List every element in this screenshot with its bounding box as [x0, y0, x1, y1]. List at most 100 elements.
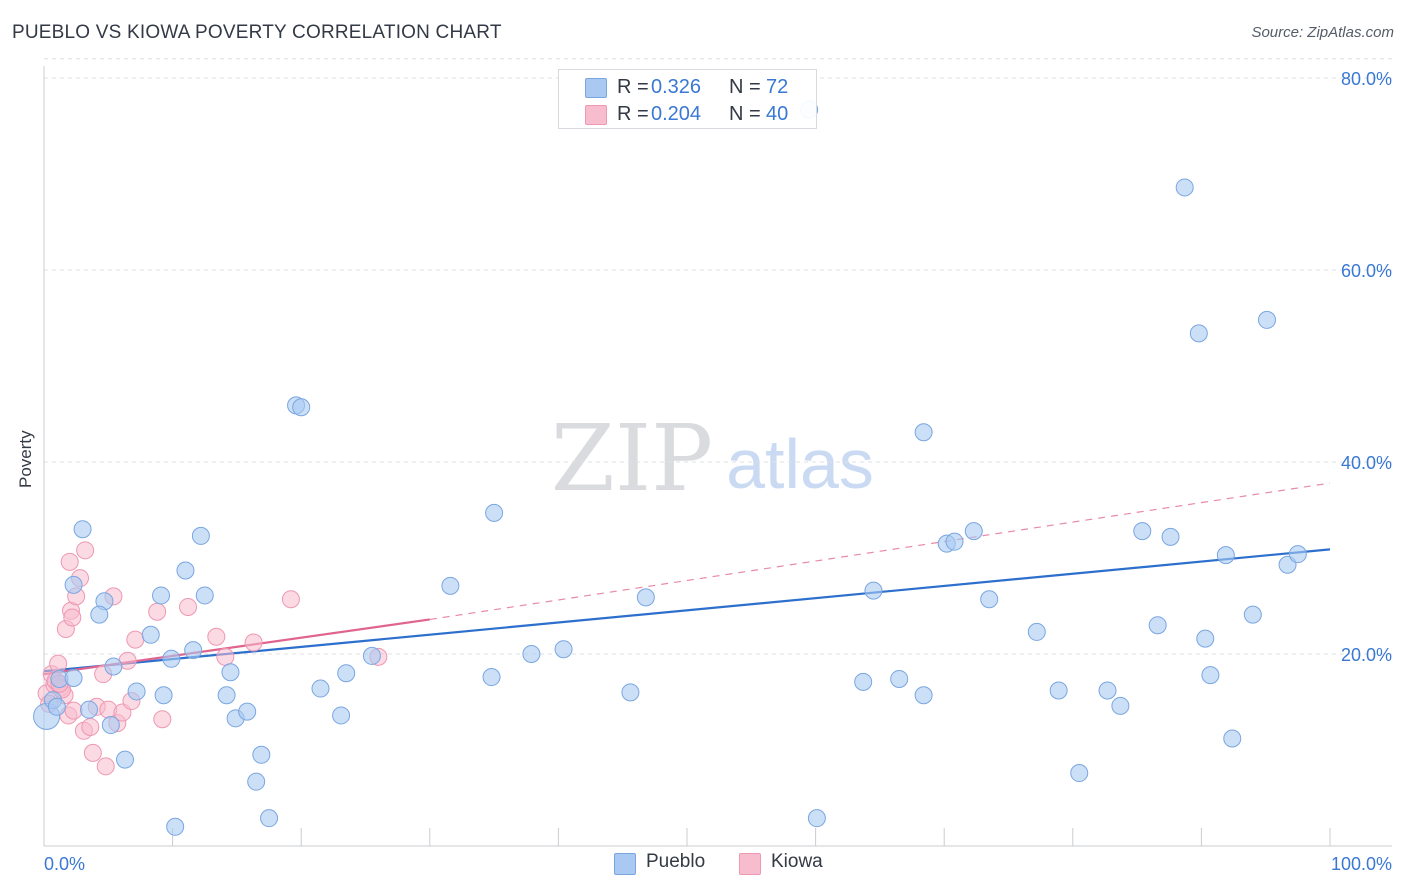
pueblo-point	[1133, 522, 1152, 541]
pueblo-point	[332, 706, 351, 725]
kiowa-r-label: R =	[617, 103, 649, 125]
pueblo-point	[176, 561, 195, 580]
legend-kiowa-label: Kiowa	[771, 851, 823, 872]
kiowa-point	[64, 701, 83, 720]
kiowa-points	[37, 541, 388, 776]
pueblo-trend-line	[43, 548, 1331, 673]
pueblo-point	[1189, 324, 1208, 343]
pueblo-n-label: N =	[729, 76, 761, 98]
watermark-atlas: atlas	[726, 425, 874, 503]
pueblo-point	[1098, 681, 1117, 700]
pueblo-point	[1216, 546, 1235, 565]
legend-row-pueblo: R = 0.326 N = 72	[559, 74, 816, 100]
pueblo-point	[64, 669, 83, 687]
pueblo-point	[260, 809, 279, 828]
pueblo-point	[73, 520, 92, 539]
pueblo-point	[1027, 622, 1046, 641]
pueblo-r-value: 0.326	[651, 76, 702, 98]
pueblo-point	[485, 503, 504, 522]
legend-pueblo-swatch	[614, 853, 636, 875]
kiowa-n-value: 40	[766, 103, 789, 125]
pueblo-point	[1223, 729, 1242, 748]
pueblo-point	[1196, 629, 1215, 648]
pueblo-point	[80, 700, 99, 719]
pueblo-point	[362, 646, 381, 665]
pueblo-point	[482, 668, 501, 687]
pueblo-point	[116, 750, 135, 769]
kiowa-point	[281, 590, 300, 609]
pueblo-r-label: R =	[617, 76, 649, 98]
pueblo-point	[292, 398, 311, 417]
pueblo-point	[980, 590, 999, 609]
legend-pueblo-label: Pueblo	[646, 851, 706, 872]
y-tick-label: 20.0%	[1341, 645, 1392, 665]
kiowa-point	[153, 710, 172, 729]
kiowa-point	[244, 633, 263, 652]
pueblo-point	[890, 669, 909, 688]
pueblo-point	[1175, 178, 1194, 197]
pueblo-point	[101, 716, 120, 735]
pueblo-point	[1257, 310, 1276, 329]
gridlines	[44, 58, 1392, 655]
x-tick-label-min: 0.0%	[44, 854, 85, 874]
pueblo-point	[127, 682, 146, 701]
pueblo-point	[914, 686, 933, 705]
y-tick-label: 60.0%	[1341, 261, 1392, 281]
pueblo-point	[47, 697, 66, 716]
kiowa-point	[49, 654, 68, 673]
kiowa-point	[96, 757, 115, 776]
y-tick-label: 80.0%	[1341, 69, 1392, 89]
pueblo-point	[191, 526, 210, 545]
pueblo-point	[104, 657, 123, 676]
kiowa-point	[81, 717, 100, 736]
pueblo-point	[166, 817, 185, 836]
pueblo-point	[154, 686, 173, 705]
pueblo-swatch	[585, 78, 607, 98]
kiowa-point	[179, 597, 198, 616]
pueblo-point	[1201, 666, 1220, 685]
watermark: ZIP atlas	[551, 405, 874, 512]
legend-kiowa-swatch	[739, 853, 761, 875]
pueblo-point	[1070, 764, 1089, 783]
pueblo-point	[221, 663, 240, 682]
kiowa-r-value: 0.204	[651, 103, 702, 125]
pueblo-point	[522, 645, 541, 663]
x-tick-label-max: 100.0%	[1331, 854, 1392, 874]
pueblo-point	[1288, 545, 1307, 564]
pueblo-point	[621, 683, 640, 702]
pueblo-point	[252, 745, 271, 764]
pueblo-point	[854, 672, 873, 691]
chart-title: PUEBLO VS KIOWA POVERTY CORRELATION CHAR…	[12, 22, 502, 43]
pueblo-point	[217, 686, 236, 705]
pueblo-point	[184, 641, 203, 660]
y-tick-label: 40.0%	[1341, 453, 1392, 473]
kiowa-point	[63, 608, 82, 627]
kiowa-point	[207, 627, 226, 646]
pueblo-point	[337, 664, 356, 683]
kiowa-point	[60, 552, 79, 571]
pueblo-point	[1049, 681, 1068, 700]
kiowa-trend-extension	[429, 482, 1331, 621]
kiowa-swatch	[585, 105, 607, 125]
pueblo-point	[64, 575, 83, 594]
pueblo-point	[152, 586, 171, 605]
pueblo-point	[247, 772, 266, 791]
pueblo-point	[195, 586, 214, 605]
pueblo-point	[441, 576, 460, 595]
pueblo-point	[238, 702, 257, 721]
kiowa-point	[76, 541, 95, 560]
pueblo-point	[162, 649, 181, 668]
tick-labels: 20.0% 40.0% 60.0% 80.0% 0.0% 100.0%	[44, 69, 1392, 874]
legend-row-kiowa: R = 0.204 N = 40	[559, 101, 816, 127]
pueblo-point	[554, 640, 573, 659]
kiowa-point	[83, 743, 102, 762]
chart-source: Source: ZipAtlas.com	[1251, 24, 1394, 41]
pueblo-point	[1111, 696, 1130, 715]
kiowa-n-label: N =	[729, 103, 761, 125]
pueblo-point	[90, 605, 109, 624]
watermark-zip: ZIP	[551, 405, 713, 512]
pueblo-point	[311, 679, 330, 698]
pueblo-point	[914, 423, 933, 442]
pueblo-point	[636, 588, 655, 607]
